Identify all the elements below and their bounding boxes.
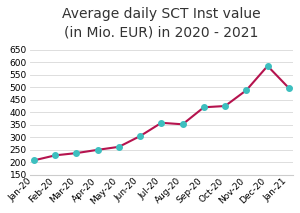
Title: Average daily SCT Inst value
(in Mio. EUR) in 2020 - 2021: Average daily SCT Inst value (in Mio. EU…: [62, 7, 261, 39]
